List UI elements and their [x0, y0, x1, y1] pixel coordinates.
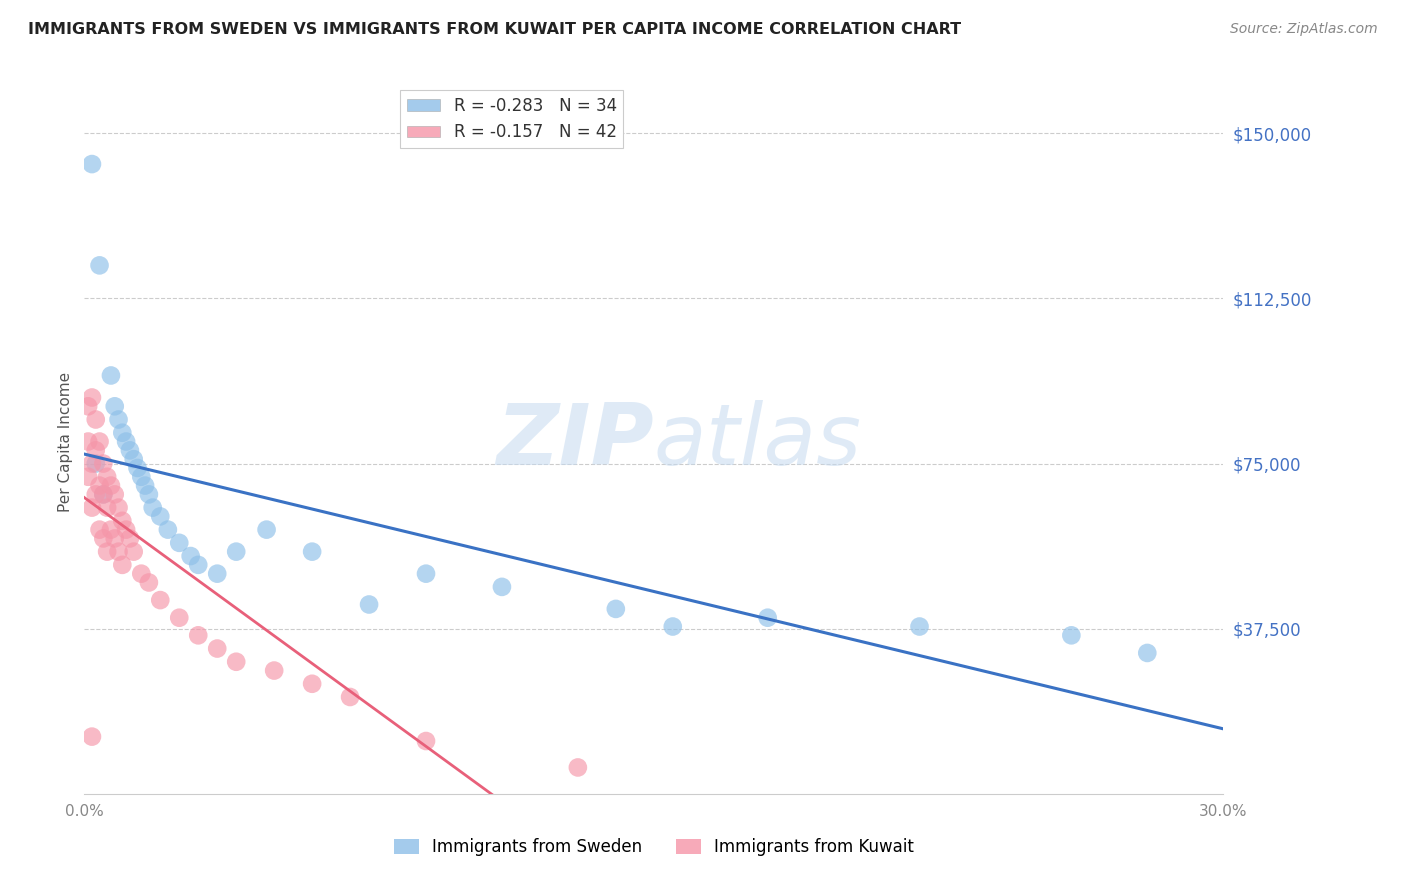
Point — [104, 532, 127, 546]
Point — [104, 487, 127, 501]
Point — [605, 602, 627, 616]
Point — [138, 487, 160, 501]
Point — [93, 487, 115, 501]
Point — [491, 580, 513, 594]
Point — [80, 391, 103, 405]
Point — [207, 641, 229, 656]
Point — [107, 544, 129, 558]
Point — [115, 434, 138, 449]
Point — [89, 523, 111, 537]
Point — [134, 478, 156, 492]
Point — [80, 157, 103, 171]
Point — [80, 730, 103, 744]
Point — [301, 677, 323, 691]
Point — [100, 368, 122, 383]
Point — [908, 619, 931, 633]
Point — [415, 734, 437, 748]
Point — [122, 544, 145, 558]
Point — [256, 523, 278, 537]
Point — [100, 523, 122, 537]
Point — [107, 412, 129, 426]
Point — [339, 690, 361, 704]
Point — [107, 500, 129, 515]
Y-axis label: Per Capita Income: Per Capita Income — [58, 371, 73, 512]
Text: atlas: atlas — [654, 400, 862, 483]
Point — [415, 566, 437, 581]
Point — [180, 549, 202, 563]
Text: ZIP: ZIP — [496, 400, 654, 483]
Point — [89, 434, 111, 449]
Point — [77, 434, 100, 449]
Point — [84, 457, 107, 471]
Point — [756, 610, 779, 624]
Point — [111, 558, 134, 572]
Point — [96, 544, 118, 558]
Point — [80, 500, 103, 515]
Point — [111, 514, 134, 528]
Point — [111, 425, 134, 440]
Point — [187, 558, 209, 572]
Point — [149, 593, 172, 607]
Point — [187, 628, 209, 642]
Point — [84, 487, 107, 501]
Point — [93, 457, 115, 471]
Point — [225, 655, 247, 669]
Point — [96, 469, 118, 483]
Point — [104, 400, 127, 414]
Point — [93, 532, 115, 546]
Text: IMMIGRANTS FROM SWEDEN VS IMMIGRANTS FROM KUWAIT PER CAPITA INCOME CORRELATION C: IMMIGRANTS FROM SWEDEN VS IMMIGRANTS FRO… — [28, 22, 962, 37]
Point — [84, 443, 107, 458]
Point — [122, 452, 145, 467]
Point — [169, 536, 191, 550]
Point — [138, 575, 160, 590]
Point — [93, 487, 115, 501]
Point — [100, 478, 122, 492]
Point — [169, 610, 191, 624]
Point — [263, 664, 285, 678]
Point — [207, 566, 229, 581]
Point — [131, 469, 153, 483]
Point — [84, 412, 107, 426]
Point — [115, 523, 138, 537]
Legend: Immigrants from Sweden, Immigrants from Kuwait: Immigrants from Sweden, Immigrants from … — [387, 831, 921, 863]
Point — [149, 509, 172, 524]
Text: Source: ZipAtlas.com: Source: ZipAtlas.com — [1230, 22, 1378, 37]
Point — [89, 478, 111, 492]
Point — [127, 461, 149, 475]
Point — [1136, 646, 1159, 660]
Point — [359, 598, 381, 612]
Point — [96, 500, 118, 515]
Point — [131, 566, 153, 581]
Point — [156, 523, 179, 537]
Point — [118, 532, 141, 546]
Point — [1060, 628, 1083, 642]
Point — [77, 469, 100, 483]
Point — [301, 544, 323, 558]
Point — [80, 457, 103, 471]
Point — [225, 544, 247, 558]
Point — [89, 259, 111, 273]
Point — [567, 760, 589, 774]
Point — [662, 619, 685, 633]
Point — [118, 443, 141, 458]
Point — [142, 500, 165, 515]
Point — [77, 400, 100, 414]
